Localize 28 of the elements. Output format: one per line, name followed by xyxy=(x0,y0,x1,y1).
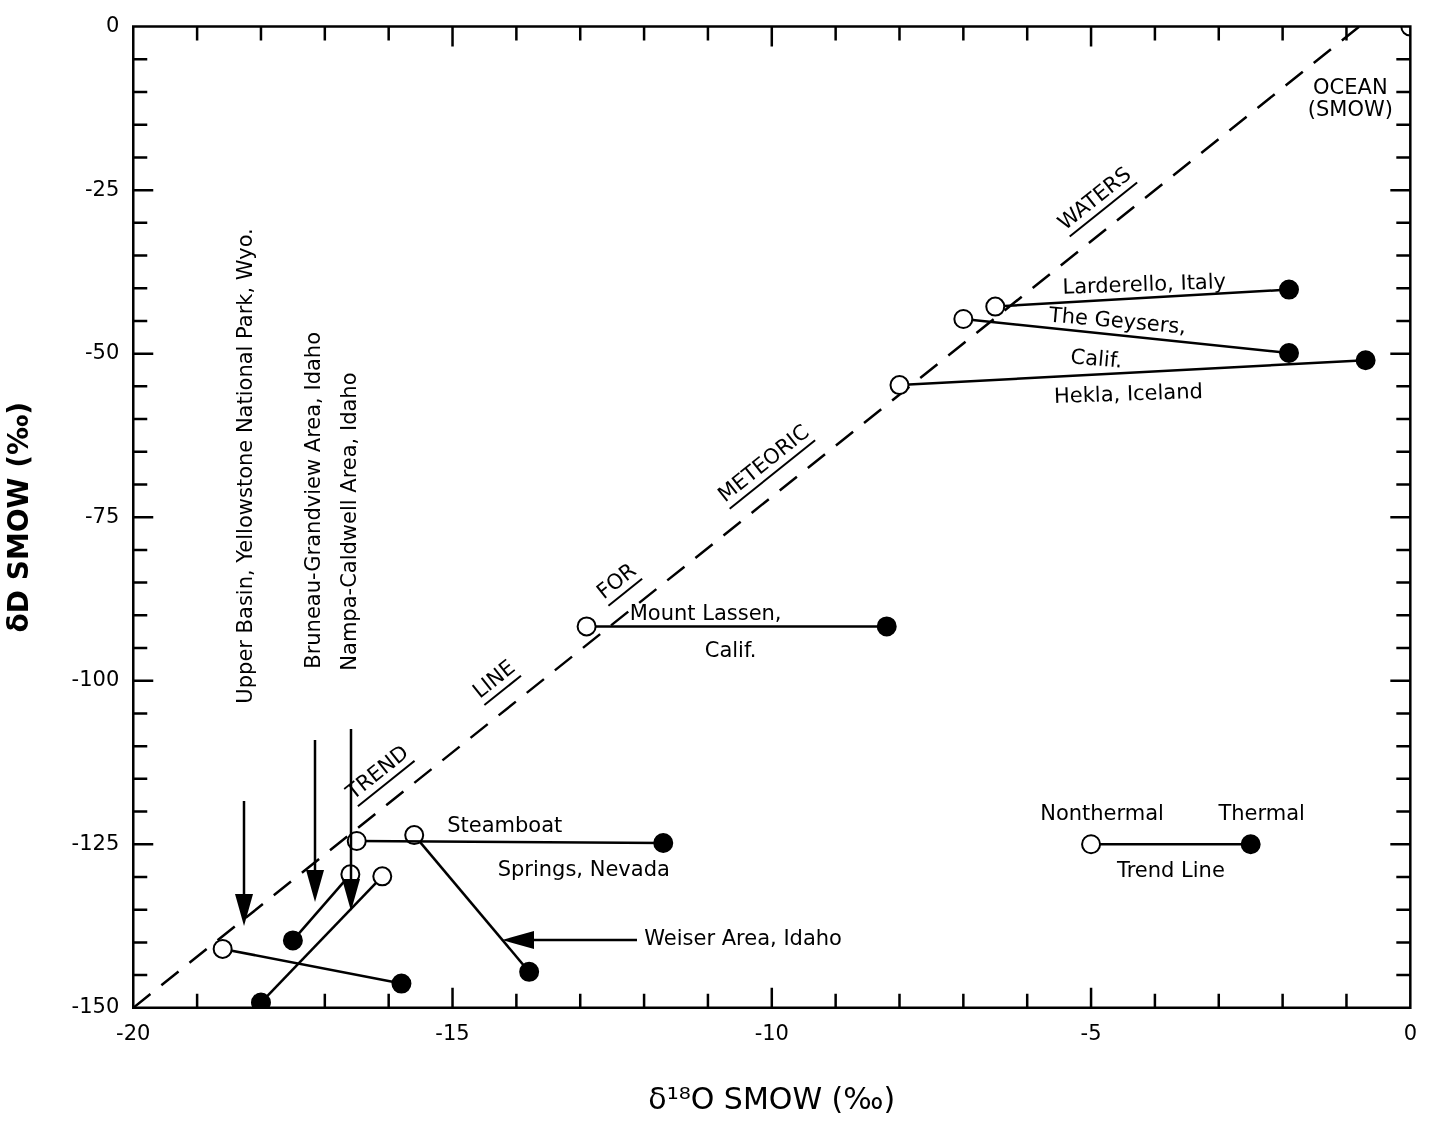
annotation: OCEAN (SMOW) xyxy=(1307,75,1393,122)
x-tick-label: -10 xyxy=(754,1020,789,1045)
annotation: Larderello, Italy xyxy=(1062,269,1227,299)
x-axis-title: δ¹⁸O SMOW (‰) xyxy=(648,1080,896,1116)
y-tick-label: -25 xyxy=(84,176,120,201)
x-tick-label: -20 xyxy=(116,1020,151,1045)
x-tick-label: -15 xyxy=(435,1020,470,1045)
y-tick-label: -150 xyxy=(71,994,120,1019)
annotation: Hekla, Iceland xyxy=(1053,378,1204,409)
annotation: Weiser Area, Idaho xyxy=(644,926,842,951)
x-tick-label: -5 xyxy=(1080,1020,1102,1045)
annotation: Thermal xyxy=(1217,800,1305,825)
y-tick-label: -50 xyxy=(84,340,120,365)
point xyxy=(372,866,393,887)
y-axis-title: δD SMOW (‰) xyxy=(2,401,36,633)
y-tick-label: 0 xyxy=(105,13,120,38)
y-tick-label: -100 xyxy=(71,667,120,692)
annotation: Nampa-Caldwell Area, Idaho xyxy=(337,372,362,671)
annotation: Nonthermal xyxy=(1040,800,1164,825)
annotation: Upper Basin, Yellowstone National Park, Wyo. xyxy=(233,228,258,704)
y-tick-label: -75 xyxy=(84,503,120,528)
annotation: Bruneau-Grandview Area, Idaho xyxy=(301,332,326,669)
series-label: Trend Line xyxy=(1115,857,1225,882)
annotation: Steamboat Springs, Nevada xyxy=(447,813,670,882)
y-tick-label: -125 xyxy=(71,830,120,855)
annotation: Mount Lassen, Calif. xyxy=(629,600,782,662)
annotation: The Geysers, Calif. xyxy=(1046,302,1187,373)
x-tick-label: 0 xyxy=(1403,1020,1418,1045)
